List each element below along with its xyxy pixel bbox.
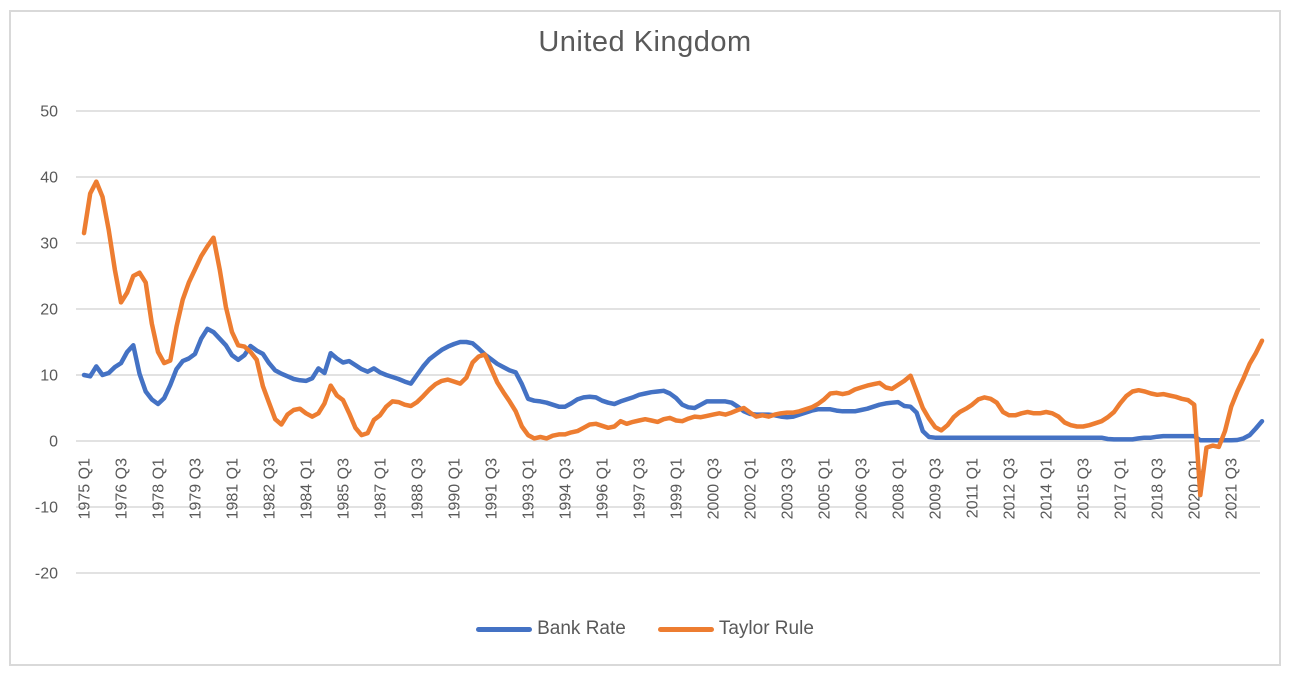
legend-label-taylor-rule: Taylor Rule: [718, 618, 814, 639]
x-tick-label: 1991 Q3: [484, 458, 501, 519]
x-tick-label: 2006 Q3: [854, 458, 871, 519]
y-tick-label: 20: [40, 302, 58, 319]
y-tick-label: 30: [40, 236, 58, 253]
legend-item-taylor-rule: Taylor Rule: [657, 618, 814, 640]
y-tick-label: 10: [40, 368, 58, 385]
x-tick-label: 1990 Q1: [447, 458, 464, 519]
x-tick-label: 2017 Q1: [1113, 458, 1130, 519]
x-tick-label: 1982 Q3: [262, 458, 279, 519]
x-tick-label: 1994 Q3: [558, 458, 575, 519]
y-tick-label: 0: [49, 434, 58, 451]
legend-item-bank-rate: Bank Rate: [476, 618, 626, 640]
x-tick-label: 2011 Q1: [965, 458, 982, 518]
x-tick-label: 2008 Q1: [891, 458, 908, 519]
x-tick-label: 1996 Q1: [595, 458, 612, 519]
x-tick-label: 2005 Q1: [817, 458, 834, 519]
legend-label-bank-rate: Bank Rate: [537, 618, 626, 639]
x-tick-label: 1988 Q3: [410, 458, 427, 519]
x-tick-label: 2021 Q3: [1224, 458, 1241, 519]
x-tick-label: 1975 Q1: [77, 458, 94, 519]
x-tick-label: 2000 Q3: [706, 458, 723, 519]
y-tick-label: 40: [40, 170, 58, 187]
bank-rate-line-swatch: [476, 626, 533, 632]
y-tick-label: 50: [40, 104, 58, 121]
taylor-rule-line-swatch: [657, 626, 714, 632]
chart-title: United Kingdom: [538, 26, 752, 58]
x-tick-label: 1978 Q1: [151, 458, 168, 519]
x-tick-label: 1976 Q3: [114, 458, 131, 519]
x-tick-label: 2015 Q3: [1076, 458, 1093, 519]
x-tick-label: 2018 Q3: [1150, 458, 1167, 519]
x-tick-label: 2003 Q3: [780, 458, 797, 519]
series-line-bank-rate: [81, 326, 1265, 443]
x-tick-label: 1997 Q3: [632, 458, 649, 519]
x-tick-label: 2009 Q3: [928, 458, 945, 519]
x-tick-label: 1984 Q1: [299, 458, 316, 519]
y-axis-labels: 50 40 30 20 10 0 -10 -20: [35, 104, 58, 583]
y-tick-label: -10: [35, 500, 58, 517]
y-gridlines: [76, 110, 1260, 574]
x-axis-labels: 1975 Q1 1976 Q3 1978 Q1 1979 Q3 1981 Q1 1982 …: [77, 458, 1241, 519]
x-tick-label: 1999 Q1: [669, 458, 686, 519]
legend: Bank Rate Taylor Rule: [0, 618, 1290, 640]
y-tick-label: -20: [35, 566, 58, 583]
x-tick-label: 1981 Q1: [225, 458, 242, 519]
x-tick-label: 1993 Q1: [521, 458, 538, 519]
series-line-taylor-rule: [81, 179, 1265, 498]
x-tick-label: 1987 Q1: [373, 458, 390, 519]
x-tick-label: 1979 Q3: [188, 458, 205, 519]
x-tick-label: 1985 Q3: [336, 458, 353, 519]
x-tick-label: 2002 Q1: [743, 458, 760, 519]
x-tick-label: 2012 Q3: [1002, 458, 1019, 519]
x-tick-label: 2014 Q1: [1039, 458, 1056, 519]
